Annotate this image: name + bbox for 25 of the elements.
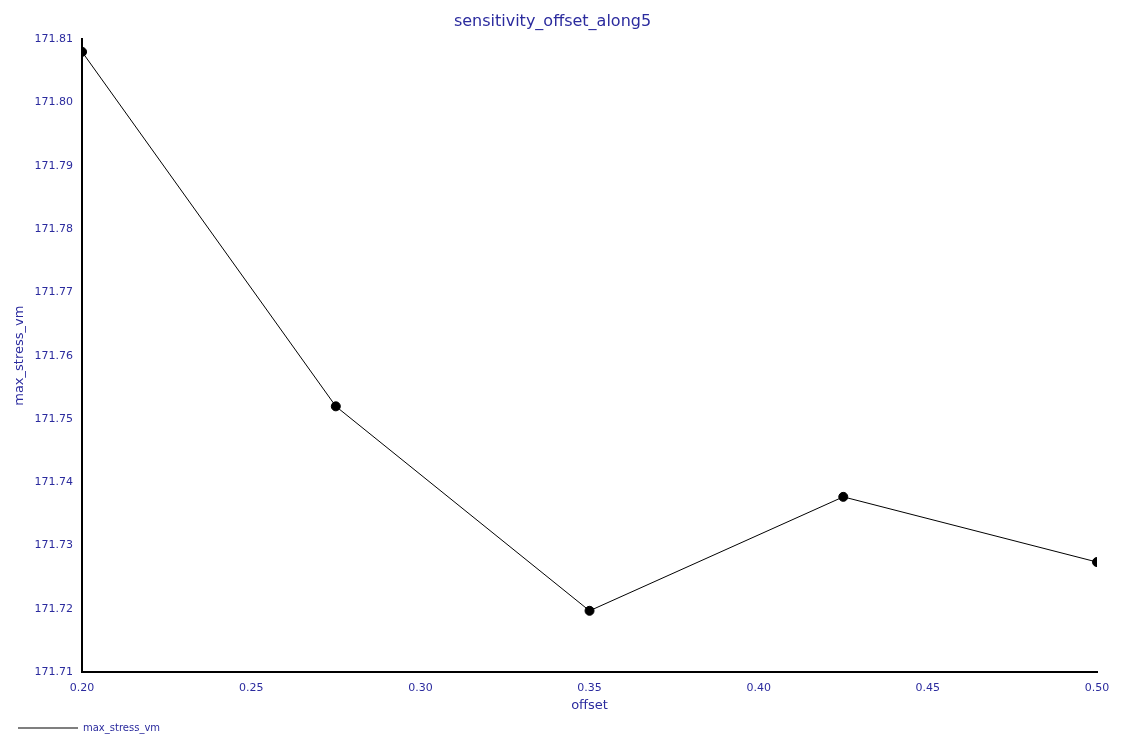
point xyxy=(838,491,849,502)
y-tick-label: 171.75 xyxy=(34,411,74,425)
x-tick-label: 0.45 xyxy=(915,680,941,694)
x-tick-label: 0.40 xyxy=(746,680,771,694)
y-tick-label: 171.80 xyxy=(34,95,74,109)
y-tick-label: 171.71 xyxy=(34,665,74,679)
chart-title: sensitivity_offset_along5 xyxy=(453,10,652,31)
y-tick-label: 171.78 xyxy=(34,221,74,235)
x-tick-label: 0.35 xyxy=(577,680,602,694)
x-tick-label: 0.20 xyxy=(69,680,95,694)
y-tick-label: 171.72 xyxy=(34,601,74,615)
y-tick-label: 171.73 xyxy=(34,538,74,552)
y-axis-title: max_stress_vm xyxy=(11,305,27,406)
x-tick-label: 0.50 xyxy=(1084,680,1110,694)
text: max_stress_vm xyxy=(83,721,161,734)
x-tick-label: 0.25 xyxy=(238,680,264,694)
x-tick-label: 0.30 xyxy=(408,680,433,694)
y-tick-label: 171.76 xyxy=(34,348,74,362)
x-axis-title: offset xyxy=(571,696,608,712)
point xyxy=(584,605,595,616)
y-tick-label: 171.74 xyxy=(34,475,74,489)
y-tick-label: 171.81 xyxy=(34,32,74,46)
y-tick-label: 171.79 xyxy=(34,158,74,172)
y-tick-label: 171.77 xyxy=(34,285,74,299)
point xyxy=(330,401,341,412)
